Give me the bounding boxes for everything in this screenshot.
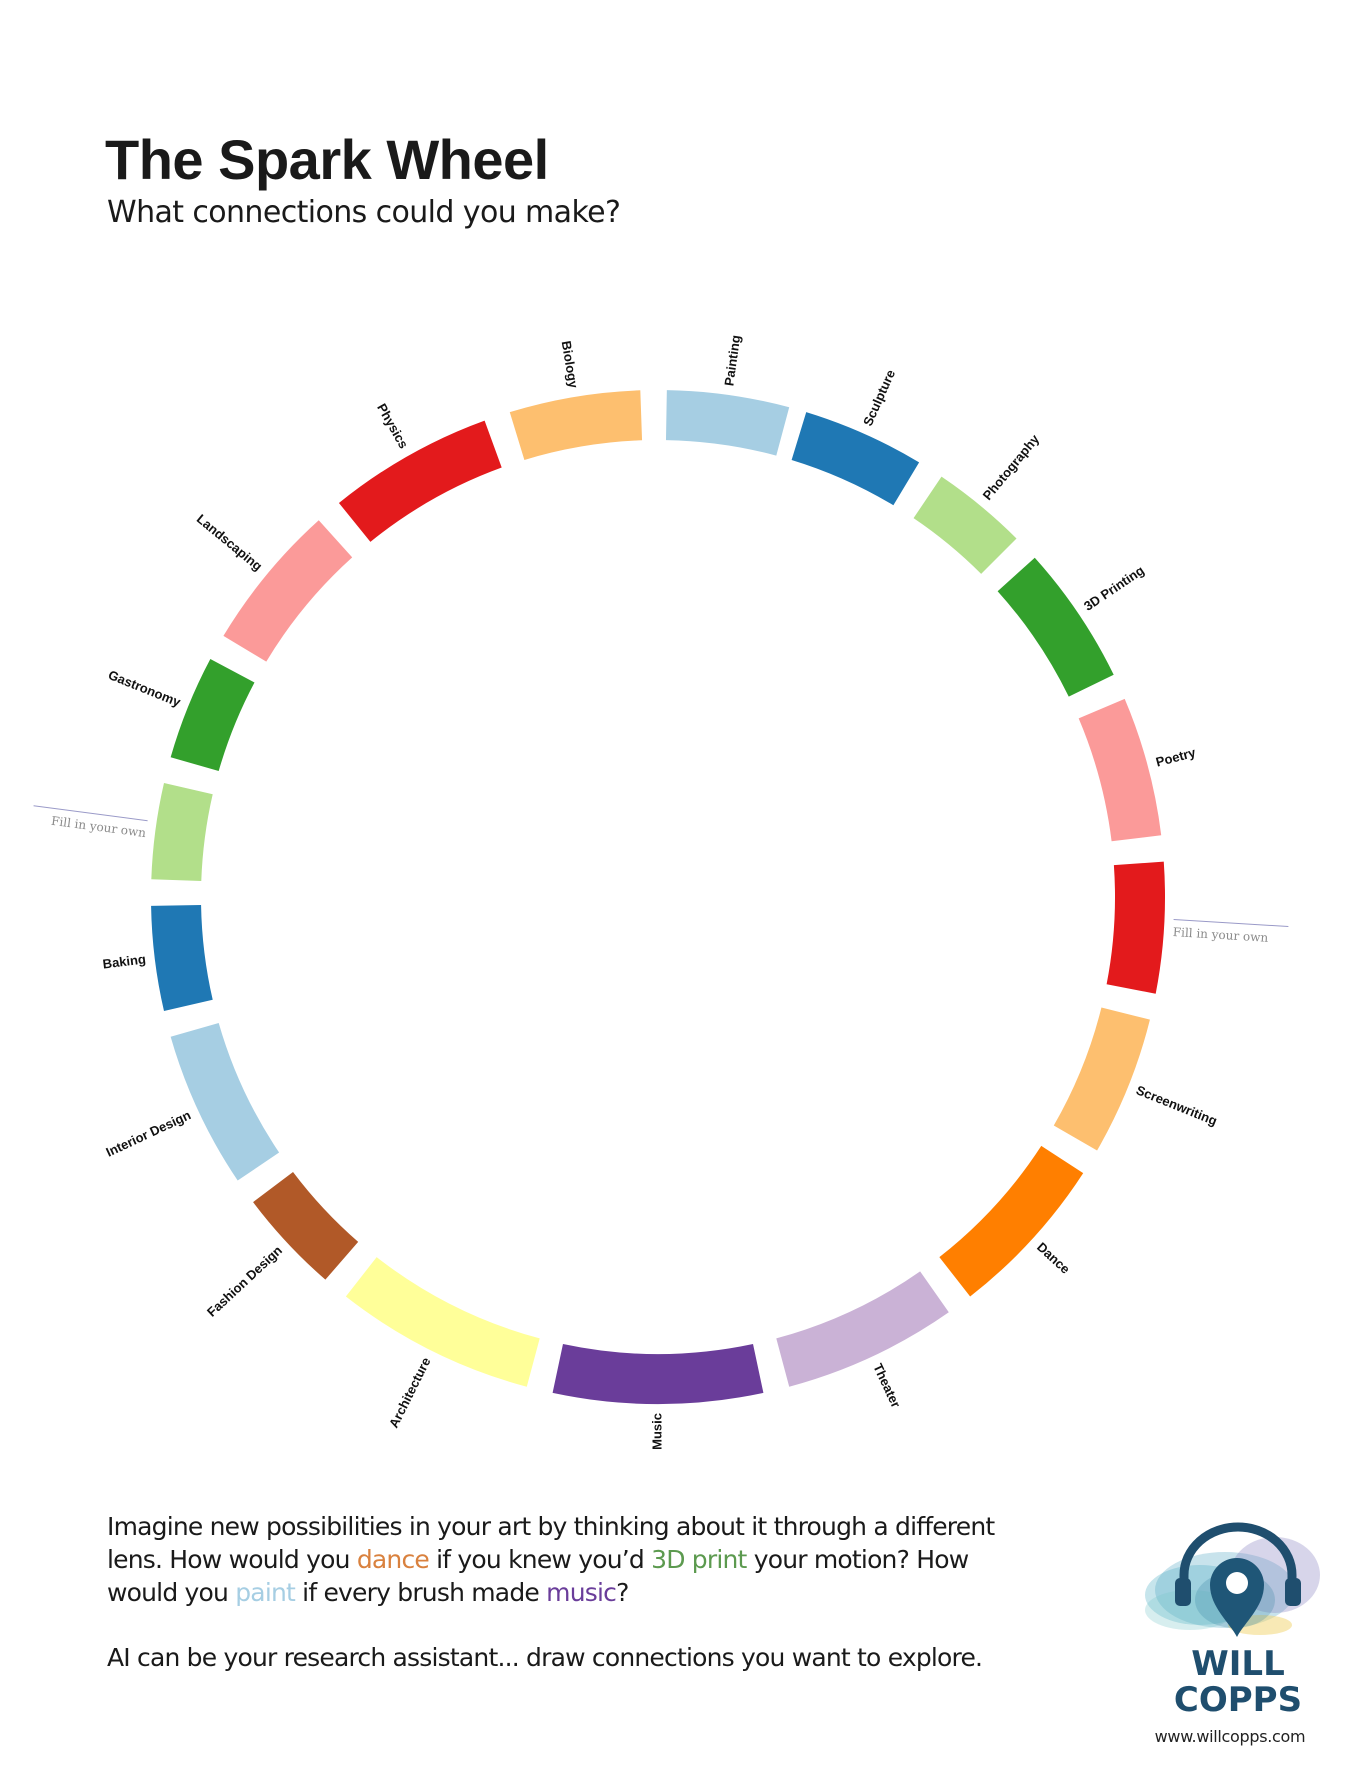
- segment-label-text: Sculpture: [860, 367, 898, 428]
- segment-label-text: Theater: [870, 1361, 903, 1410]
- wheel-segment: [665, 390, 790, 456]
- wheel-segment: [345, 1257, 540, 1387]
- segment-label: Baking: [102, 951, 147, 971]
- logo-line2: COPPS: [1174, 1680, 1302, 1715]
- text: ?: [616, 1578, 629, 1607]
- wheel-segment: [170, 658, 255, 772]
- segment-label: Architecture: [386, 1355, 434, 1430]
- segment-label: Photography: [980, 431, 1043, 503]
- segment-label: Theater: [870, 1361, 903, 1410]
- will-copps-logo: WILL COPPS: [1145, 1522, 1320, 1715]
- spark-wheel: Painting Sculpture Photography 3D Printing P…: [31, 334, 1289, 1450]
- logo-line1: WILL: [1191, 1644, 1284, 1684]
- wheel-segment: [223, 520, 353, 662]
- wheel-segment: [151, 782, 213, 882]
- segment-label-text: Painting: [721, 334, 743, 387]
- highlight-dance: dance: [356, 1545, 430, 1574]
- wheel-segment: [338, 420, 502, 542]
- wheel-segment: [1078, 698, 1162, 842]
- wheel-segment: [509, 390, 643, 460]
- segment-label: Painting: [721, 334, 743, 387]
- description-paragraph: Imagine new possibilities in your art by…: [107, 1510, 1007, 1609]
- segment-label-text: Architecture: [386, 1355, 434, 1430]
- wheel-segment: [776, 1271, 949, 1387]
- highlight-3d-print: 3D print: [651, 1545, 747, 1574]
- write-in-line: [1173, 919, 1289, 928]
- segment-label: 3D Printing: [1081, 563, 1147, 614]
- segment-label-text: Fashion Design: [204, 1243, 285, 1320]
- wheel-segment: [913, 476, 1017, 574]
- website-link[interactable]: www.willcopps.com: [1154, 1727, 1306, 1746]
- segment-label: Music: [649, 1413, 664, 1450]
- page-subtitle: What connections could you make?: [107, 195, 621, 230]
- wheel-segment: [253, 1172, 359, 1280]
- segment-label: Interior Design: [104, 1107, 194, 1159]
- write-in-line: [33, 805, 148, 822]
- segment-label-text: Fill in your own: [1172, 925, 1268, 945]
- segment-label-text: Fill in your own: [50, 814, 147, 840]
- segment-label-text: Gastronomy: [106, 667, 183, 710]
- text: your motion? How would you: [107, 1545, 969, 1607]
- segment-label: Physics: [374, 401, 411, 451]
- segment-label-text: Interior Design: [104, 1107, 194, 1159]
- headphones-map-pin-icon: [1175, 1522, 1301, 1637]
- highlight-music: music: [546, 1578, 617, 1607]
- segment-label: Poetry: [1154, 745, 1198, 770]
- segment-label: Dance: [1034, 1239, 1073, 1276]
- segment-label: Screenwriting: [1134, 1082, 1219, 1128]
- segment-label-text: Poetry: [1154, 745, 1198, 770]
- segment-label-text: Music: [649, 1413, 664, 1450]
- ai-paragraph: AI can be your research assistant... dra…: [107, 1643, 983, 1672]
- segment-label-text: Screenwriting: [1134, 1082, 1219, 1128]
- segment-label: Fashion Design: [204, 1243, 285, 1320]
- page-title: The Spark Wheel: [105, 128, 549, 191]
- segment-label-text: Baking: [102, 951, 147, 971]
- write-in-label[interactable]: Fill in your own: [1172, 919, 1289, 946]
- segment-label-text: Biology: [559, 340, 582, 390]
- wheel-segment: [151, 904, 213, 1012]
- highlight-paint: paint: [235, 1578, 296, 1607]
- segment-label-text: Photography: [980, 431, 1043, 503]
- text: Imagine new possibilities in your art by…: [107, 1512, 995, 1574]
- wheel-segment: [1053, 1007, 1150, 1151]
- segment-label-text: 3D Printing: [1081, 563, 1147, 614]
- text: if you knew you’d: [428, 1545, 652, 1574]
- segment-label-text: Dance: [1034, 1239, 1073, 1276]
- text: if every brush made: [295, 1578, 547, 1607]
- wheel-segment: [791, 412, 920, 506]
- write-in-label[interactable]: Fill in your own: [31, 805, 148, 840]
- segment-label: Sculpture: [860, 367, 898, 428]
- segment-label: Gastronomy: [106, 667, 183, 710]
- segment-label: Biology: [559, 340, 582, 390]
- wheel-segment: [170, 1022, 280, 1181]
- segment-label-text: Physics: [374, 401, 411, 451]
- wheel-segment: [1106, 861, 1165, 994]
- segment-label: Landscaping: [194, 511, 265, 574]
- wheel-segment: [997, 557, 1114, 697]
- segment-label-text: Landscaping: [194, 511, 265, 574]
- wheel-segment: [552, 1344, 764, 1404]
- description: Imagine new possibilities in your art by…: [107, 1510, 1007, 1706]
- wheel-segment: [939, 1145, 1084, 1297]
